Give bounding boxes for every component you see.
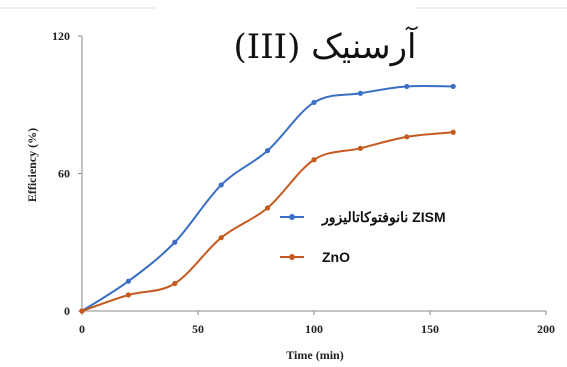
- series-1-point: [125, 278, 131, 284]
- series-2-point: [450, 129, 456, 135]
- x-tick-label: 0: [79, 322, 85, 336]
- y-tick-label: 0: [64, 304, 70, 318]
- series-layer: [79, 83, 456, 314]
- legend: نانوفتوکاتالیزور ZISM ZnO: [280, 209, 446, 265]
- legend-item-1: نانوفتوکاتالیزور ZISM: [280, 209, 446, 226]
- legend-label: ZnO: [322, 249, 350, 265]
- series-2: [79, 129, 456, 314]
- y-axis-title: Efficiency (%): [25, 128, 39, 202]
- series-2-point: [172, 280, 178, 287]
- series-1-point: [311, 99, 317, 106]
- series-1-line: [81, 84, 454, 312]
- x-tick-label: 200: [537, 322, 555, 336]
- series-1-point: [172, 239, 178, 245]
- y-tick-label: 60: [58, 167, 70, 181]
- legend-label: نانوفتوکاتالیزور ZISM: [321, 209, 446, 226]
- series-1-point: [357, 90, 363, 96]
- series-2-point: [265, 205, 271, 211]
- series-2-point: [218, 235, 224, 241]
- series-2-point: [311, 157, 317, 163]
- chart-title: آرسنیک (III): [234, 26, 418, 67]
- legend-swatch-marker: [289, 214, 295, 220]
- series-1-point: [450, 83, 456, 90]
- series-2-point: [125, 292, 131, 298]
- y-tick-label: 120: [52, 29, 70, 43]
- series-1-point: [404, 83, 410, 90]
- series-1: [79, 83, 456, 314]
- x-axis-title: Time (min): [286, 348, 343, 362]
- legend-swatch-marker: [289, 254, 295, 260]
- series-2-point: [79, 308, 85, 314]
- series-2-point: [357, 145, 363, 151]
- series-1-point: [265, 147, 271, 154]
- series-2-point: [404, 134, 410, 140]
- legend-item-2: ZnO: [280, 249, 350, 265]
- x-tick-label: 150: [421, 322, 439, 336]
- x-tick-label: 50: [192, 322, 204, 336]
- axes: 0 50 100 150 200 0 60 120: [52, 29, 555, 336]
- x-tick-label: 100: [305, 322, 323, 336]
- series-1-point: [218, 182, 224, 188]
